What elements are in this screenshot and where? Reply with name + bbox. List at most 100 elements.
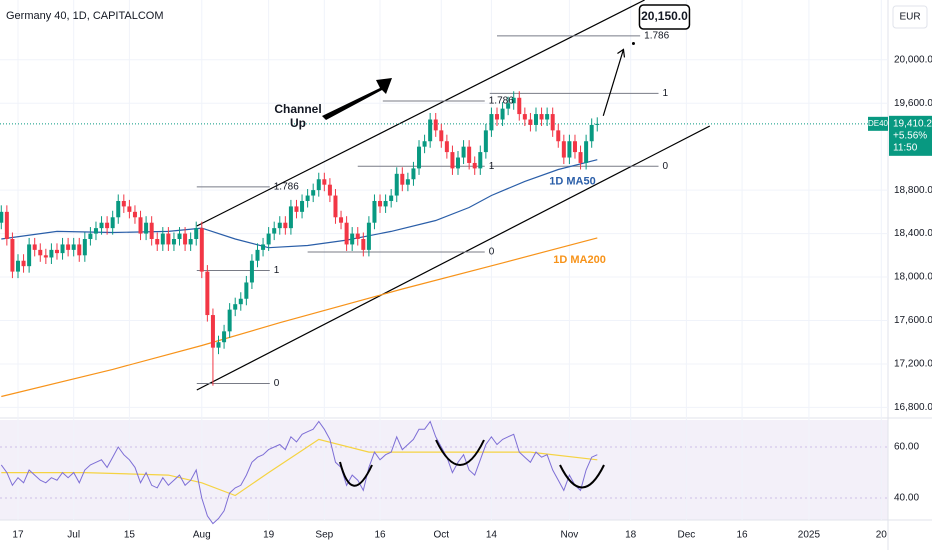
candle-body <box>411 168 416 180</box>
level-label: 0 <box>274 378 280 389</box>
change-label: +5.56% <box>893 130 927 141</box>
candle-body <box>428 119 433 142</box>
candle-body <box>500 108 505 120</box>
target-box <box>638 4 691 30</box>
currency-box <box>892 5 928 29</box>
candle-body <box>305 195 310 201</box>
level-label: 1 <box>663 88 669 99</box>
candle-body <box>467 146 472 163</box>
candle-body <box>244 282 249 299</box>
candle-body <box>316 179 321 191</box>
symbol-label: DE40 <box>868 119 889 128</box>
candle-body <box>233 304 238 310</box>
candle-body <box>405 179 410 185</box>
channel-label: Channel <box>274 102 321 116</box>
candle-body <box>4 211 9 240</box>
candle-body <box>0 211 4 223</box>
x-tick-label: 19 <box>263 530 275 541</box>
candle-body <box>522 114 527 120</box>
y-tick-label: 18,000.0 <box>894 272 932 283</box>
x-tick-label: 18 <box>625 530 637 541</box>
rsi-pane <box>0 420 888 520</box>
y-tick-label: 16,800.0 <box>894 402 932 413</box>
candle-body <box>450 152 455 169</box>
candle-body <box>188 239 193 245</box>
candle-body <box>255 249 260 261</box>
candle-body <box>183 233 188 245</box>
candle-body <box>21 260 26 267</box>
candle-body <box>483 130 488 153</box>
candle-body <box>355 233 360 240</box>
moving-average <box>1 237 598 398</box>
candle-body <box>439 130 444 142</box>
candle-body <box>417 146 422 169</box>
x-tick-label: Oct <box>434 530 450 541</box>
x-tick-label: 16 <box>737 530 749 541</box>
candle-body <box>38 249 43 256</box>
candle-body <box>489 114 494 131</box>
candle-body <box>389 195 394 201</box>
candle-body <box>222 331 227 343</box>
candle-body <box>422 141 427 147</box>
candle-body <box>327 184 332 196</box>
candle-body <box>249 260 254 283</box>
symbol-tag <box>868 116 888 131</box>
candle-body <box>277 222 282 229</box>
candle-body <box>105 222 110 229</box>
level-label: 1.786 <box>274 181 299 192</box>
candle-body <box>361 239 366 250</box>
candle-body <box>444 141 449 153</box>
candle-body <box>311 190 316 196</box>
candle-body <box>155 239 160 245</box>
candle-body <box>121 200 126 207</box>
candle-body <box>138 217 143 234</box>
candle-body <box>394 173 399 196</box>
channel-line <box>196 0 645 227</box>
candle-body <box>567 141 572 158</box>
x-tick-label: Nov <box>561 530 579 541</box>
candle-body <box>578 152 583 163</box>
candle-body <box>10 239 15 272</box>
chart-title: Germany 40, 1D, CAPITALCOM <box>6 10 164 22</box>
x-tick-label: 17 <box>12 530 24 541</box>
candle-body <box>82 239 87 256</box>
candle-body <box>15 260 20 272</box>
candle-body <box>333 195 338 218</box>
candle-body <box>494 114 499 120</box>
y-tick-label: 20,000.0 <box>894 54 932 65</box>
x-tick-label: 14 <box>486 530 498 541</box>
candle-body <box>572 141 577 153</box>
candle-body <box>238 298 243 305</box>
y-tick-label: 18,800.0 <box>894 185 932 196</box>
trend-arrow <box>322 78 392 120</box>
candle-body <box>116 200 121 218</box>
target-arrow <box>602 48 626 117</box>
candle-body <box>322 179 327 185</box>
candle-body <box>227 309 232 332</box>
candle-body <box>66 244 71 250</box>
candle-body <box>266 233 271 245</box>
candle-body <box>43 255 48 258</box>
candle-body <box>110 217 115 229</box>
channel-label: Up <box>290 116 306 130</box>
rsi-ma <box>1 438 598 497</box>
candle-body <box>506 103 511 109</box>
price-label: 19,410.2 <box>893 118 932 129</box>
x-tick-label: Dec <box>677 530 695 541</box>
candle-body <box>177 233 182 240</box>
candle-body <box>93 228 98 234</box>
x-tick-label: 2025 <box>798 530 821 541</box>
rsi-curve <box>435 439 485 466</box>
candle-body <box>472 162 477 169</box>
candle-body <box>400 173 405 185</box>
candle-body <box>461 146 466 158</box>
y-tick-label: 18,400.0 <box>894 228 932 239</box>
level-label: 1 <box>489 161 495 172</box>
candle-body <box>589 124 594 142</box>
grid <box>0 0 888 520</box>
level-label: 1.786 <box>644 30 669 41</box>
candle-body <box>132 211 137 218</box>
candle-body <box>378 200 383 207</box>
x-tick-label: 20 <box>876 530 888 541</box>
candle-body <box>54 249 59 254</box>
